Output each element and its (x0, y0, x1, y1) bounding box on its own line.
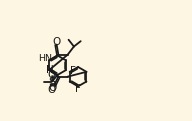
Text: O: O (49, 83, 57, 93)
Text: HN: HN (38, 54, 52, 63)
Text: F: F (75, 84, 81, 94)
Text: N: N (46, 65, 54, 75)
Text: O: O (48, 85, 56, 95)
Text: O: O (52, 37, 60, 47)
Text: F: F (70, 66, 76, 76)
Text: O: O (48, 70, 56, 80)
Text: S: S (48, 77, 55, 87)
